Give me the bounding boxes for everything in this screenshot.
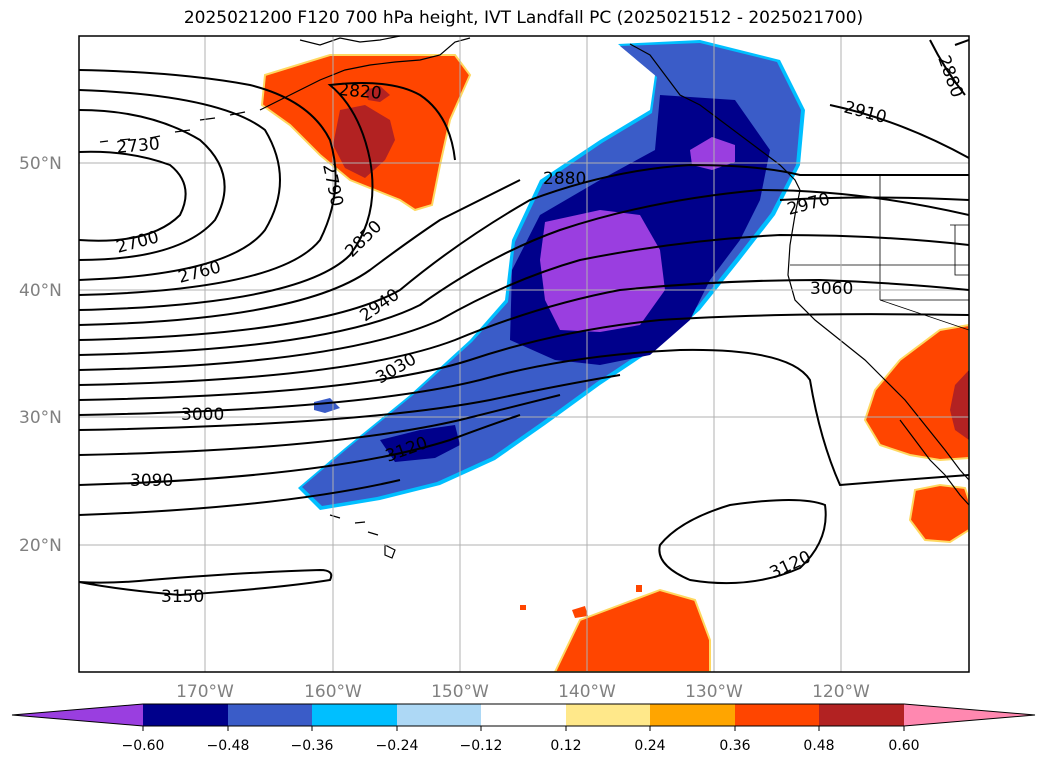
contour-2850-ne xyxy=(954,39,969,46)
contour-3060 xyxy=(79,374,621,431)
contour-label: 3090 xyxy=(130,471,173,491)
contour-2700 xyxy=(79,150,187,242)
shade-orange-dot-3 xyxy=(636,585,642,592)
colorbar: −0.60 −0.48 −0.36 −0.24 −0.12 0.12 0.24 … xyxy=(11,703,1036,754)
shade-purple xyxy=(540,210,665,332)
colorbar-tick-label: 0.12 xyxy=(550,738,581,754)
lon-label-160w: 160°W xyxy=(304,682,362,702)
contour-2730 xyxy=(79,109,226,261)
shade-orange-dot-2 xyxy=(520,605,526,610)
contour-2880-ne xyxy=(929,39,966,96)
contour-label: 2820 xyxy=(338,80,383,104)
shade-darkred-socal xyxy=(950,370,969,440)
colorbar-tick-label: 0.24 xyxy=(634,738,665,754)
hawaii-islands xyxy=(329,514,396,559)
contour-2970-ne xyxy=(779,196,969,201)
colorbar-segment xyxy=(819,704,904,726)
map-panel xyxy=(78,35,970,673)
colorbar-tick-label: −0.24 xyxy=(376,738,419,754)
contour-3150-south xyxy=(79,568,333,597)
colorbar-high-extension xyxy=(904,704,1035,726)
lat-label-50n: 50°N xyxy=(19,154,62,174)
colorbar-segment xyxy=(312,704,397,726)
shade-purple-small xyxy=(690,137,735,170)
contour-3090 xyxy=(79,394,561,456)
shade-darkred-spot xyxy=(365,86,390,102)
contour-label: 2880 xyxy=(543,169,586,189)
contour-label: 2730 xyxy=(116,134,161,158)
contour-2940 xyxy=(79,233,969,371)
colorbar-tick-label: 0.36 xyxy=(719,738,750,754)
alaska-coast xyxy=(259,36,471,111)
colorbar-segment xyxy=(735,704,820,726)
colorbar-tick-label: −0.36 xyxy=(291,738,334,754)
colorbar-segment xyxy=(566,704,651,726)
bc-coast xyxy=(629,43,801,191)
contour-3030 xyxy=(79,348,969,487)
lon-label-130w: 130°W xyxy=(685,682,743,702)
contour-label: 3060 xyxy=(810,279,853,299)
contour-2850 xyxy=(79,179,521,326)
contour-2910 xyxy=(79,188,969,356)
contour-3120 xyxy=(79,414,521,486)
colorbar-segment xyxy=(228,704,313,726)
colorbar-tick-label: −0.48 xyxy=(207,738,250,754)
lat-label-30n: 30°N xyxy=(19,408,62,428)
contour-2790 xyxy=(79,69,337,296)
lat-label-20n: 20°N xyxy=(19,536,62,556)
height-contours xyxy=(79,39,969,597)
colorbar-tick-label: 0.60 xyxy=(888,738,919,754)
lon-label-120w: 120°W xyxy=(812,682,870,702)
contour-2820 xyxy=(79,81,456,311)
lon-label-140w: 140°W xyxy=(558,682,616,702)
shade-darkred-gulf-alaska xyxy=(333,105,395,178)
contour-label: 3000 xyxy=(181,405,224,425)
latitude-labels: 50°N 40°N 30°N 20°N xyxy=(19,154,62,556)
map-frame xyxy=(78,35,970,673)
colorbar-tick-label: −0.60 xyxy=(122,738,165,754)
colorbar-segment xyxy=(481,704,566,726)
contour-label: 3150 xyxy=(161,587,204,607)
colorbar-segment xyxy=(650,704,735,726)
baja-coast xyxy=(899,419,969,506)
shade-orange-socal xyxy=(863,323,969,462)
colorbar-low-extension xyxy=(12,704,143,726)
contour-3000 xyxy=(79,313,969,401)
shade-orange-baja xyxy=(908,483,969,544)
colorbar-tick-label: 0.48 xyxy=(803,738,834,754)
figure-title: 2025021200 F120 700 hPa height, IVT Land… xyxy=(183,8,864,28)
shade-orange-dot-1 xyxy=(572,606,588,618)
contour-3120-south xyxy=(658,499,827,585)
contour-3150 xyxy=(79,479,401,516)
gridlines xyxy=(79,36,969,672)
colorbar-segment xyxy=(143,704,228,726)
longitude-labels: 170°W 160°W 150°W 140°W 130°W 120°W xyxy=(176,682,870,702)
lat-label-40n: 40°N xyxy=(19,281,62,301)
lon-label-150w: 150°W xyxy=(431,682,489,702)
colorbar-tick-label: −0.12 xyxy=(460,738,503,754)
us-west-coast xyxy=(787,189,969,481)
lon-label-170w: 170°W xyxy=(176,682,234,702)
contour-2880 xyxy=(79,163,969,341)
contour-2760 xyxy=(79,89,281,281)
contour-2970 xyxy=(79,278,969,386)
colorbar-segment xyxy=(397,704,482,726)
contour-2910-ne xyxy=(829,104,969,159)
